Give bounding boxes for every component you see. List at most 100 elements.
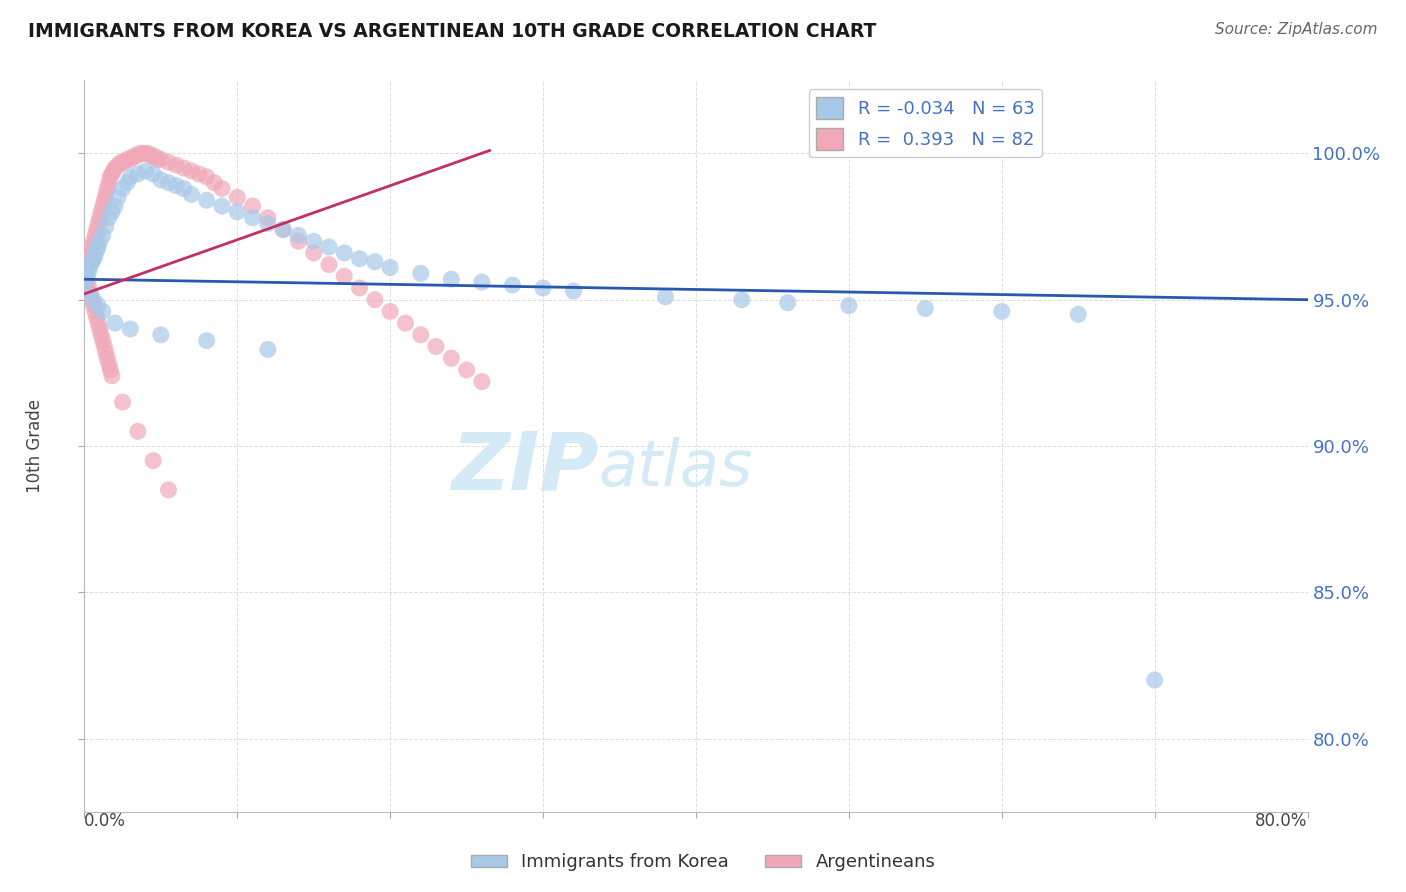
Point bbox=[120, 153, 142, 167]
Point bbox=[456, 363, 478, 377]
Point bbox=[87, 217, 110, 231]
Point bbox=[242, 199, 264, 213]
Point bbox=[128, 146, 150, 161]
Point bbox=[211, 199, 233, 213]
Point bbox=[75, 269, 97, 284]
Point bbox=[97, 211, 120, 225]
Point bbox=[149, 153, 172, 167]
Point bbox=[173, 161, 195, 175]
Point bbox=[165, 178, 187, 193]
Point bbox=[94, 219, 117, 234]
Point bbox=[146, 153, 169, 167]
Point bbox=[333, 246, 356, 260]
Point bbox=[107, 190, 129, 204]
Point bbox=[86, 310, 108, 325]
Point bbox=[440, 351, 463, 366]
Point bbox=[364, 293, 387, 307]
Point bbox=[471, 375, 494, 389]
Point bbox=[257, 211, 280, 225]
Point bbox=[84, 249, 107, 263]
Point bbox=[731, 293, 754, 307]
Point bbox=[1143, 673, 1166, 687]
Point bbox=[471, 275, 494, 289]
Point bbox=[149, 173, 172, 187]
Point bbox=[195, 334, 218, 348]
Text: 80.0%: 80.0% bbox=[1256, 812, 1308, 830]
Point bbox=[87, 240, 110, 254]
Legend: R = -0.034   N = 63, R =  0.393   N = 82: R = -0.034 N = 63, R = 0.393 N = 82 bbox=[808, 89, 1042, 157]
Point bbox=[90, 205, 112, 219]
Point bbox=[75, 272, 97, 286]
Text: 10th Grade: 10th Grade bbox=[27, 399, 45, 493]
Point bbox=[86, 243, 108, 257]
Point bbox=[302, 246, 325, 260]
Point bbox=[333, 269, 356, 284]
Point bbox=[302, 234, 325, 248]
Point bbox=[110, 155, 132, 169]
Point bbox=[115, 176, 138, 190]
Point bbox=[211, 181, 233, 195]
Point bbox=[83, 293, 105, 307]
Point bbox=[149, 327, 172, 342]
Point bbox=[104, 199, 127, 213]
Point bbox=[83, 234, 105, 248]
Point bbox=[77, 263, 100, 277]
Point bbox=[1067, 307, 1090, 321]
Point bbox=[107, 158, 129, 172]
Text: 0.0%: 0.0% bbox=[84, 812, 127, 830]
Point bbox=[257, 343, 280, 357]
Point bbox=[654, 290, 676, 304]
Point bbox=[776, 295, 799, 310]
Point bbox=[104, 161, 127, 175]
Point bbox=[127, 425, 149, 439]
Point bbox=[380, 260, 402, 275]
Text: atlas: atlas bbox=[598, 437, 752, 499]
Point bbox=[87, 299, 110, 313]
Point bbox=[122, 149, 145, 163]
Point bbox=[89, 322, 111, 336]
Point bbox=[364, 254, 387, 268]
Point bbox=[77, 281, 100, 295]
Point bbox=[318, 258, 340, 272]
Point bbox=[111, 181, 134, 195]
Point bbox=[89, 234, 111, 248]
Point bbox=[180, 164, 202, 178]
Point bbox=[195, 169, 218, 184]
Point bbox=[349, 281, 371, 295]
Point bbox=[531, 281, 554, 295]
Point bbox=[135, 146, 157, 161]
Point bbox=[76, 258, 98, 272]
Point bbox=[91, 334, 114, 348]
Point bbox=[173, 181, 195, 195]
Point bbox=[394, 316, 416, 330]
Point bbox=[440, 272, 463, 286]
Point bbox=[79, 258, 101, 272]
Point bbox=[425, 339, 447, 353]
Point bbox=[991, 304, 1014, 318]
Point bbox=[226, 205, 249, 219]
Point bbox=[101, 368, 124, 383]
Point bbox=[165, 158, 187, 172]
Point bbox=[86, 222, 108, 236]
Point bbox=[143, 149, 166, 163]
Point bbox=[120, 169, 142, 184]
Point bbox=[80, 240, 103, 254]
Point bbox=[202, 176, 225, 190]
Point bbox=[157, 155, 180, 169]
Point bbox=[287, 234, 309, 248]
Point bbox=[91, 304, 114, 318]
Point bbox=[409, 266, 432, 280]
Point bbox=[125, 149, 148, 163]
Point bbox=[96, 181, 118, 195]
Point bbox=[318, 240, 340, 254]
Point bbox=[84, 304, 107, 318]
Point bbox=[80, 254, 103, 268]
Point bbox=[84, 228, 107, 243]
Point bbox=[380, 304, 402, 318]
Point bbox=[94, 187, 117, 202]
Point bbox=[98, 169, 121, 184]
Point bbox=[271, 222, 294, 236]
Point bbox=[91, 228, 114, 243]
Point bbox=[101, 167, 124, 181]
Point bbox=[131, 146, 153, 161]
